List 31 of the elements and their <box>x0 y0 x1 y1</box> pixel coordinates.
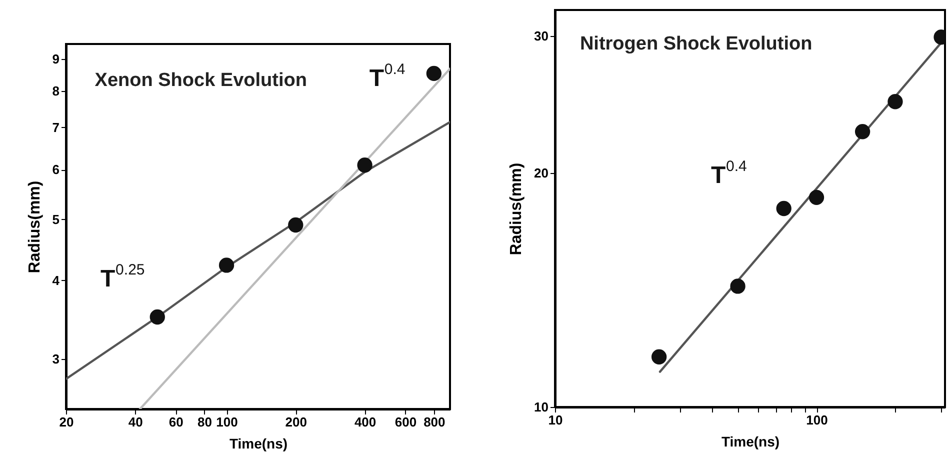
x-tick-label: 400 <box>354 414 376 430</box>
x-tick-label: 10 <box>548 412 563 428</box>
point <box>218 258 234 273</box>
y-axis-title: Radius(mm) <box>26 180 44 274</box>
point <box>426 66 442 82</box>
y-tick-label: 30 <box>534 28 548 44</box>
x-tick-label: 800 <box>424 414 446 430</box>
y-axis-title: Radius(mm) <box>508 162 526 256</box>
point <box>288 217 304 233</box>
y-tick-label: 5 <box>52 212 60 227</box>
y-tick-label: 4 <box>52 272 60 288</box>
text: Xenon Shock Evolution <box>94 70 307 91</box>
x-tick-label: 80 <box>198 414 212 430</box>
y-tick-label: 10 <box>534 400 548 414</box>
x-tick-label: 100 <box>806 412 828 428</box>
point <box>150 309 165 325</box>
x-axis-title: Time(ns) <box>721 434 780 450</box>
x-tick-label: 100 <box>216 414 238 430</box>
x-axis-title: Time(ns) <box>229 436 288 452</box>
y-tick-label: 8 <box>52 83 60 98</box>
x-tick-label: 200 <box>285 414 308 430</box>
y-tick-label: 20 <box>534 165 548 180</box>
text: Nitrogen Shock Evolution <box>580 34 812 55</box>
x-tick-label: 600 <box>394 414 417 430</box>
y-tick-label: 9 <box>52 51 60 66</box>
x-tick-label: 60 <box>168 414 184 430</box>
point <box>357 158 372 173</box>
y-tick-label: 3 <box>52 352 60 367</box>
y-tick-label: 6 <box>52 162 60 178</box>
y-tick-label: 7 <box>52 120 60 135</box>
x-tick-label: 40 <box>128 414 143 430</box>
